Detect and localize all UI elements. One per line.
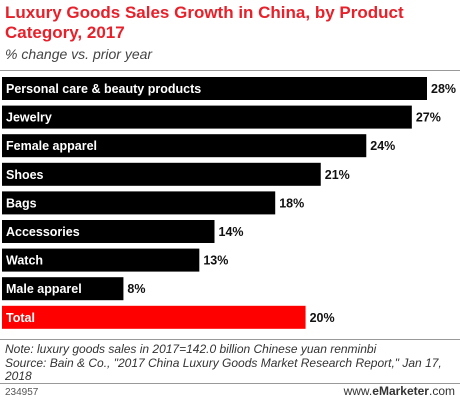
category-label-bags: Bags xyxy=(6,196,37,210)
category-label-personal-care-beauty-products: Personal care & beauty products xyxy=(6,82,201,96)
value-label-accessories: 14% xyxy=(219,225,244,239)
bar-watch xyxy=(2,248,200,272)
chart-title: Luxury Goods Sales Growth in China, by P… xyxy=(5,3,404,42)
bar-accessories xyxy=(2,220,215,243)
bar-total xyxy=(2,305,306,329)
value-label-personal-care-beauty-products: 28% xyxy=(431,82,456,96)
category-label-watch: Watch xyxy=(6,254,43,268)
chart-id: 234957 xyxy=(5,387,39,398)
value-label-watch: 13% xyxy=(203,254,228,268)
category-label-jewelry: Jewelry xyxy=(6,111,52,125)
emarketer-logo: www.eMarketer.com xyxy=(344,384,455,398)
source-text: Source: Bain & Co., "2017 China Luxury G… xyxy=(5,355,442,383)
note-text: Note: luxury goods sales in 2017=142.0 b… xyxy=(5,342,377,356)
category-label-shoes: Shoes xyxy=(6,168,44,182)
brand-name: Marketer xyxy=(378,384,429,398)
value-label-shoes: 21% xyxy=(325,168,350,182)
bar-female-apparel xyxy=(2,134,367,158)
value-label-jewelry: 27% xyxy=(416,111,441,125)
top-divider xyxy=(0,70,460,71)
category-label-total: Total xyxy=(6,311,35,325)
brand-e: e xyxy=(372,384,379,398)
value-label-male-apparel: 8% xyxy=(127,282,145,296)
category-label-accessories: Accessories xyxy=(6,225,80,239)
bar-bags xyxy=(2,191,276,215)
category-label-female-apparel: Female apparel xyxy=(6,139,97,153)
bar-chart: Personal care & beauty products 28% Jewelr… xyxy=(2,77,456,329)
bar-jewelry xyxy=(2,105,412,129)
note-divider xyxy=(0,339,460,340)
bar-personal-care-beauty-products xyxy=(2,77,427,100)
value-label-total: 20% xyxy=(310,311,335,325)
value-label-female-apparel: 24% xyxy=(370,139,395,153)
bar-shoes xyxy=(2,162,321,186)
bar-male-apparel xyxy=(2,277,124,301)
chart-subtitle: % change vs. prior year xyxy=(5,46,153,62)
value-label-bags: 18% xyxy=(279,196,304,210)
footer-divider xyxy=(0,383,460,384)
brand-prefix: www. xyxy=(343,384,373,398)
brand-suffix: .com xyxy=(428,384,455,398)
chart-note: Note: luxury goods sales in 2017=142.0 b… xyxy=(5,342,455,384)
category-label-male-apparel: Male apparel xyxy=(6,282,82,296)
